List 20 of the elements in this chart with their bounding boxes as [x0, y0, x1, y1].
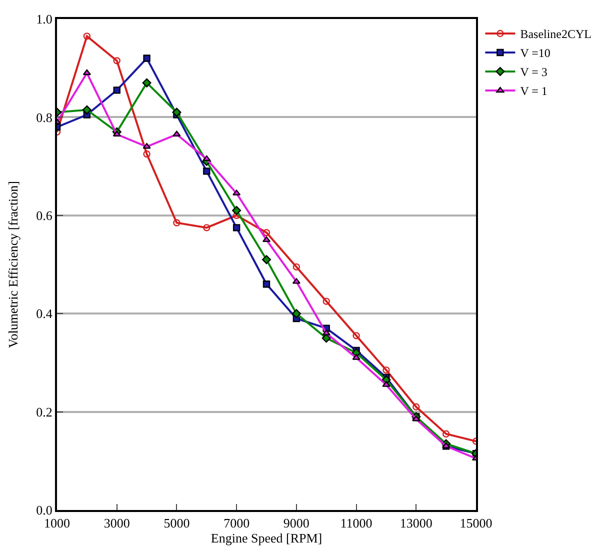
x-tick-label: 7000: [224, 516, 250, 531]
y-tick-label: 1.0: [36, 12, 52, 27]
y-tick-label: 0.4: [36, 306, 53, 322]
y-tick-label: 0.8: [36, 110, 52, 125]
x-tick-label: 13000: [400, 516, 432, 531]
y-tick-label: 0.6: [36, 208, 53, 223]
x-tick-label: 3000: [104, 516, 130, 531]
legend-label: V = 3: [520, 65, 548, 80]
y-axis-title: Volumetric Efficiency [fraction]: [6, 180, 21, 348]
x-axis-title: Engine Speed [RPM]: [210, 530, 322, 546]
legend-label: Baseline2CYL: [520, 27, 592, 42]
legend-label: V = 1: [520, 84, 548, 98]
x-tick-label: 1000: [44, 516, 70, 531]
x-tick-label: 11000: [340, 516, 372, 531]
y-tick-label: 0.0: [36, 502, 52, 518]
legend-label: V =10: [520, 46, 550, 60]
x-tick-label: 5000: [164, 516, 190, 531]
y-tick-label: 0.2: [36, 404, 52, 420]
x-tick-label: 15000: [460, 516, 492, 531]
x-tick-label: 9000: [283, 516, 310, 531]
